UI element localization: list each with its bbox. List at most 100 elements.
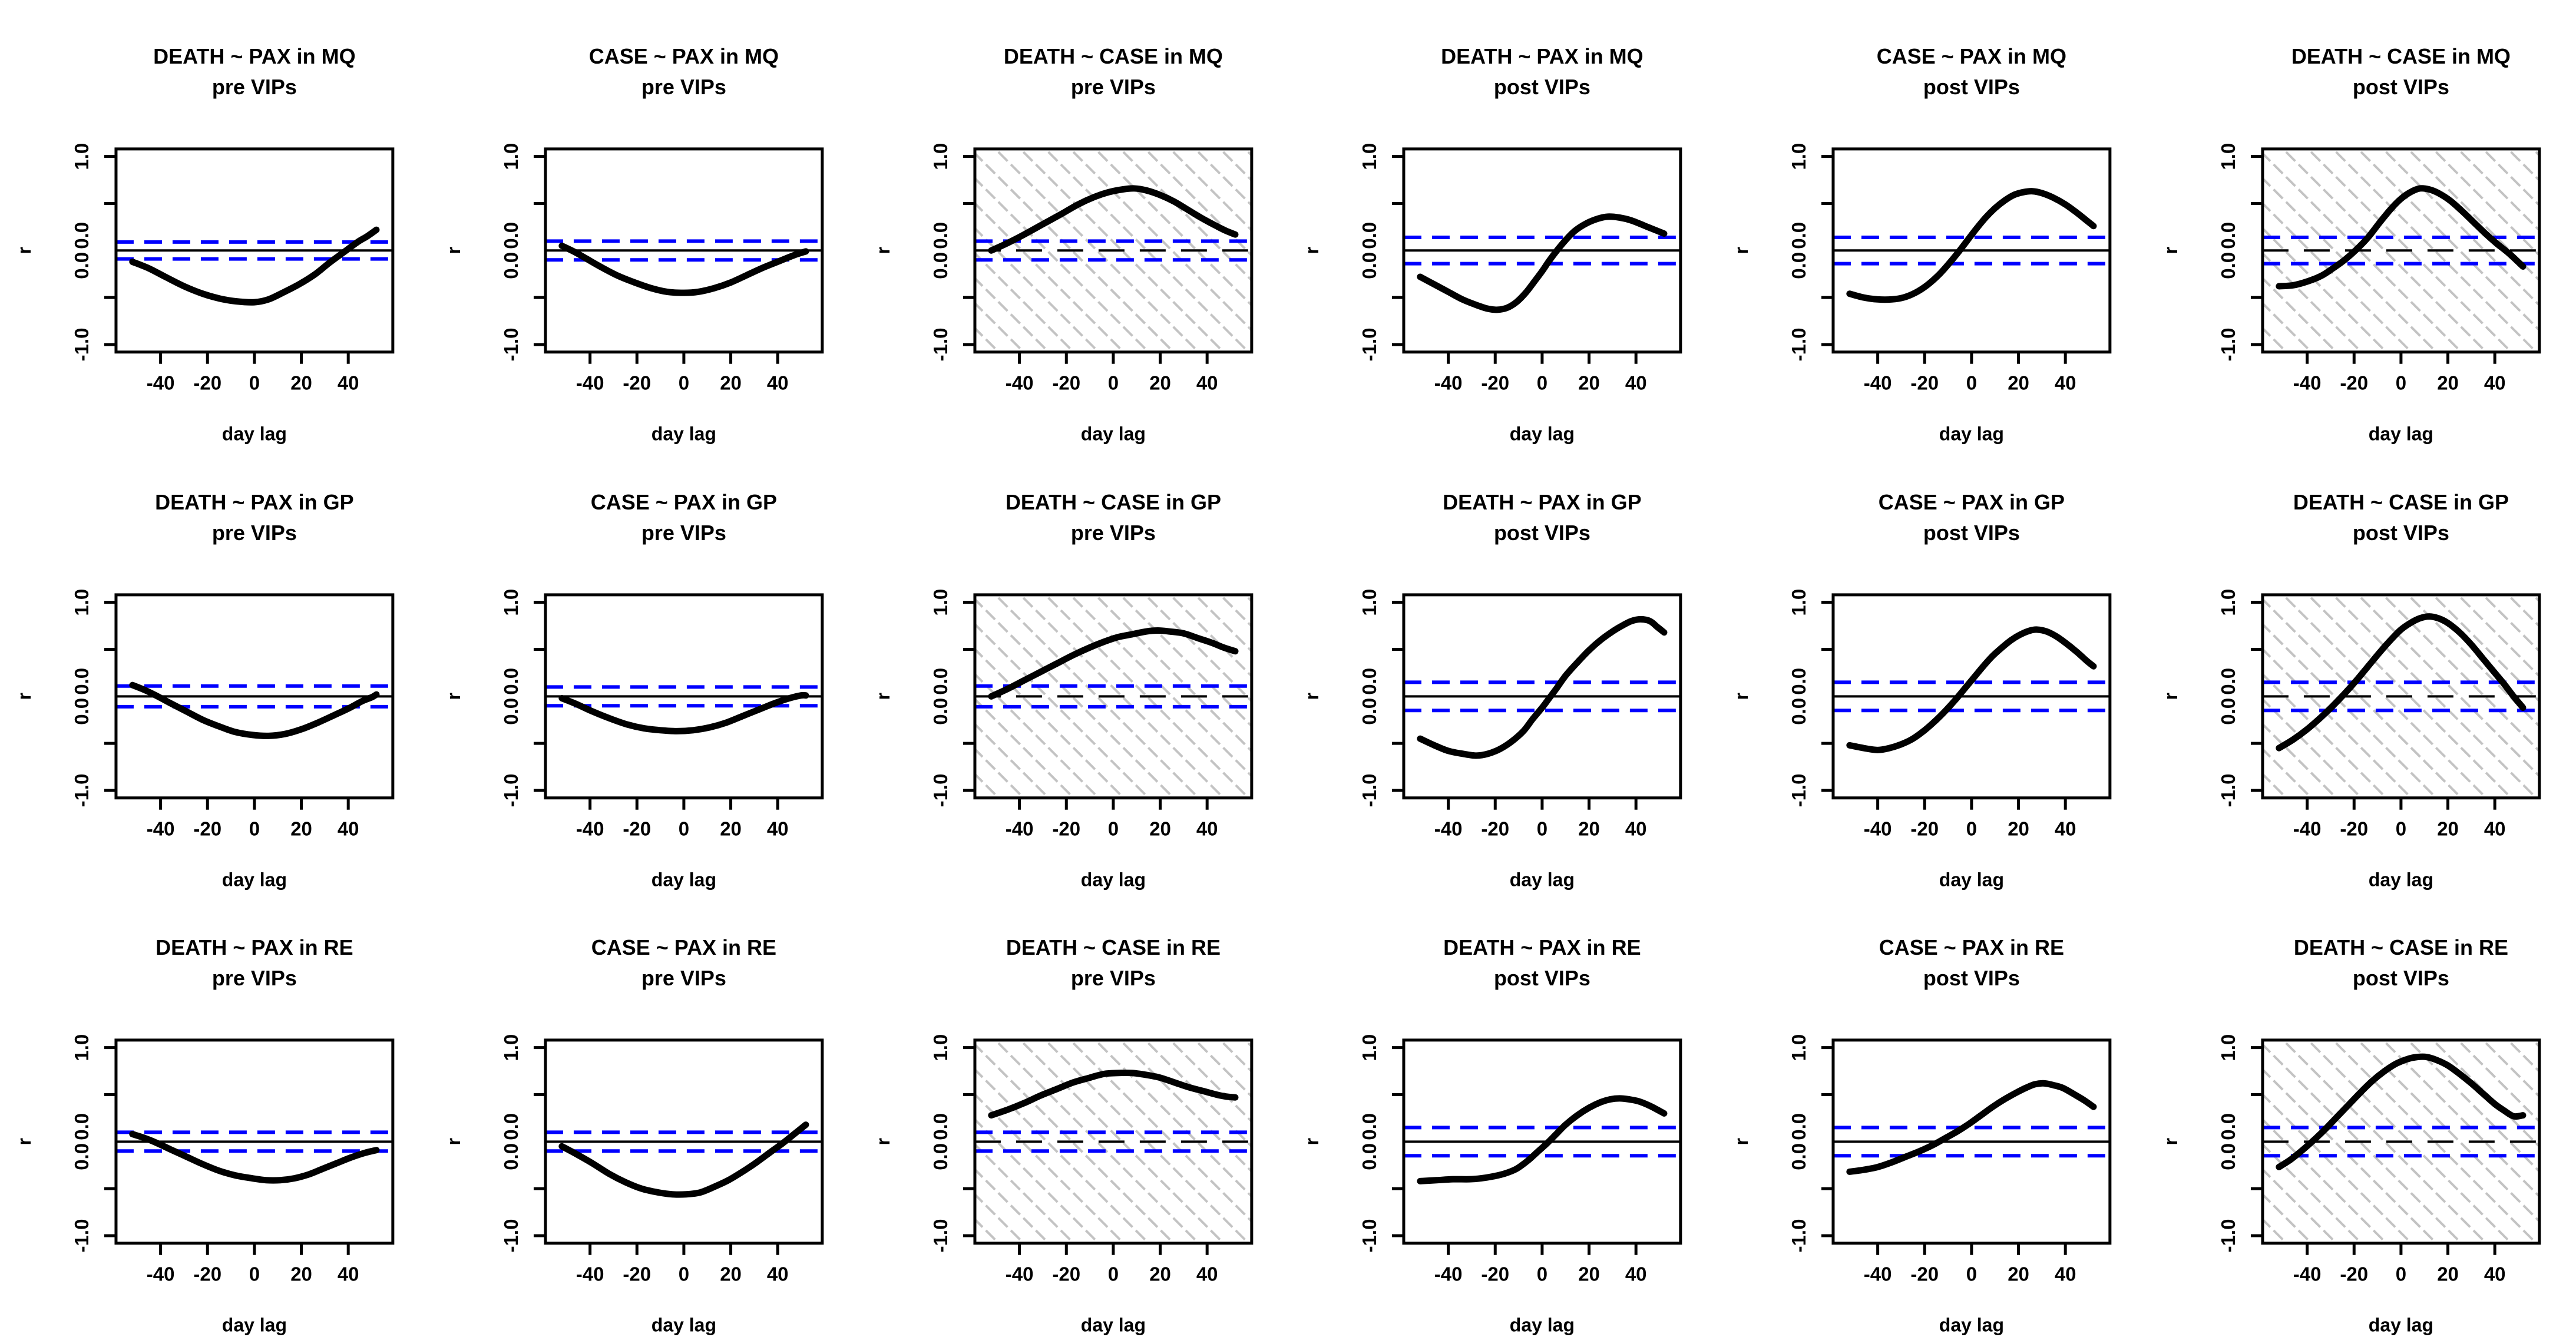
y-axis-tick-label: 0.0 <box>2217 252 2239 279</box>
panel-subtitle: pre VIPs <box>212 75 297 99</box>
correlation-curve <box>129 1131 380 1184</box>
y-axis-label: r <box>1301 247 1322 254</box>
x-axis-tick-label: 0 <box>1537 818 1547 839</box>
ccf-panel: -40 -20 0 20 40 1.0 0.0 0.0 -1.0 r day lag CASE ~ P… <box>429 446 859 892</box>
y-axis-tick-label: 0.0 <box>2217 222 2239 249</box>
ccf-panel: -40 -20 0 20 40 1.0 0.0 0.0 -1.0 r day lag DEATH ~ … <box>1288 0 1717 446</box>
ccf-panel: -40 -20 0 20 40 1.0 0.0 0.0 -1.0 r day lag DEATH ~ … <box>1288 446 1717 892</box>
x-axis-label: day lag <box>1080 869 1145 890</box>
x-axis-label: day lag <box>1939 423 2004 445</box>
x-axis-tick-label: 40 <box>767 818 789 839</box>
panel-subtitle: post VIPs <box>2353 521 2449 545</box>
panel-subtitle: post VIPs <box>1923 75 2020 99</box>
y-axis-label: r <box>2160 1138 2181 1145</box>
y-axis-tick-label: 0.0 <box>1788 698 1810 725</box>
y-axis-tick-label: -1.0 <box>2217 1219 2239 1253</box>
x-axis-tick-label: 0 <box>1966 372 1977 394</box>
x-axis-tick-label: 20 <box>1579 1263 1601 1285</box>
y-axis-label: r <box>2160 247 2181 254</box>
panel-title: DEATH ~ PAX in MQ <box>1441 44 1644 68</box>
x-axis-tick-label: -40 <box>1864 372 1892 394</box>
x-axis-label: day lag <box>652 869 716 890</box>
x-axis-tick-label: 20 <box>290 1263 312 1285</box>
panel-subtitle: post VIPs <box>1923 966 2020 990</box>
y-axis-tick-label: 0.0 <box>2217 1143 2239 1170</box>
ccf-panel-svg: -40 -20 0 20 40 1.0 0.0 0.0 -1.0 r day lag DEATH ~ … <box>2160 44 2541 445</box>
correlation-curve <box>987 185 1239 254</box>
y-axis-tick-label: -1.0 <box>1358 328 1380 362</box>
x-axis-tick-label: -20 <box>1911 818 1939 839</box>
panel-title: CASE ~ PAX in MQ <box>1877 44 2066 68</box>
y-axis-tick-label: 1.0 <box>71 588 92 615</box>
y-axis-label: r <box>1731 693 1752 700</box>
ccf-panel-svg: -40 -20 0 20 40 1.0 0.0 0.0 -1.0 r day lag DEATH ~ … <box>872 935 1253 1336</box>
y-axis-tick-label: 1.0 <box>1358 1034 1380 1061</box>
y-axis-tick-label: 1.0 <box>71 143 92 170</box>
plot-box <box>1831 1038 2112 1245</box>
ccf-panel: -40 -20 0 20 40 1.0 0.0 0.0 -1.0 r day lag DEATH ~ … <box>2147 0 2576 446</box>
x-axis-label: day lag <box>222 869 287 890</box>
x-axis-tick-label: -40 <box>1434 818 1463 839</box>
panel-subtitle: pre VIPs <box>641 521 726 545</box>
ccf-panel-svg: -40 -20 0 20 40 1.0 0.0 0.0 -1.0 r day lag DEATH ~ … <box>14 490 395 890</box>
y-axis-tick-label: 0.0 <box>1788 1113 1810 1140</box>
x-axis-tick-label: -20 <box>2340 1263 2369 1285</box>
panel-subtitle: post VIPs <box>2353 966 2449 990</box>
y-axis-tick-label: 0.0 <box>930 252 951 279</box>
y-axis-tick-label: -1.0 <box>930 1219 951 1253</box>
plot-box <box>1402 1038 1682 1245</box>
panel-title: CASE ~ PAX in RE <box>591 935 776 959</box>
x-axis-tick-label: 40 <box>2484 372 2506 394</box>
y-axis-label: r <box>14 247 35 254</box>
correlation-curve <box>987 627 1239 700</box>
x-axis-label: day lag <box>1080 423 1145 445</box>
x-axis-tick-label: -40 <box>576 1263 604 1285</box>
ccf-panel: -40 -20 0 20 40 1.0 0.0 0.0 -1.0 r day lag DEATH ~ … <box>859 446 1288 892</box>
panel-title: DEATH ~ CASE in GP <box>1006 490 1221 514</box>
x-axis-tick-label: 40 <box>338 818 359 839</box>
x-axis-tick-label: -40 <box>1434 372 1463 394</box>
y-axis-tick-label: -1.0 <box>500 773 522 807</box>
x-axis-tick-label: 0 <box>679 818 689 839</box>
y-axis-tick-label: 0.0 <box>500 668 522 695</box>
ccf-panel-svg: -40 -20 0 20 40 1.0 0.0 0.0 -1.0 r day lag CASE ~ P… <box>1731 44 2112 445</box>
x-axis-label: day lag <box>1510 1315 1575 1336</box>
x-axis-tick-label: -40 <box>1005 372 1033 394</box>
x-axis-tick-label: 40 <box>2055 1263 2076 1285</box>
x-axis-tick-label: -40 <box>147 818 175 839</box>
x-axis-tick-label: 20 <box>1579 818 1601 839</box>
ccf-panel: -40 -20 0 20 40 1.0 0.0 0.0 -1.0 r day lag CASE ~ P… <box>1717 891 2147 1337</box>
x-axis-tick-label: 20 <box>2008 372 2030 394</box>
x-axis-label: day lag <box>1510 869 1575 890</box>
plot-box <box>114 1038 395 1245</box>
y-axis-tick-label: 1.0 <box>71 1034 92 1061</box>
x-axis-tick-label: -40 <box>576 818 604 839</box>
x-axis-tick-label: -20 <box>2340 372 2369 394</box>
y-axis-tick-label: -1.0 <box>1788 1219 1810 1253</box>
x-axis-tick-label: -40 <box>147 1263 175 1285</box>
y-axis-tick-label: -1.0 <box>71 328 92 362</box>
x-axis-tick-label: -40 <box>147 372 175 394</box>
x-axis-tick-label: 40 <box>1196 818 1218 839</box>
ccf-panel-svg: -40 -20 0 20 40 1.0 0.0 0.0 -1.0 r day lag DEATH ~ … <box>1301 490 1682 890</box>
panel-subtitle: pre VIPs <box>212 521 297 545</box>
correlation-curve <box>2276 1053 2527 1171</box>
ccf-panel: -40 -20 0 20 40 1.0 0.0 0.0 -1.0 r day lag DEATH ~ … <box>859 891 1288 1337</box>
x-axis-tick-label: 20 <box>2437 1263 2459 1285</box>
correlation-curve <box>1417 1095 1668 1185</box>
y-axis-label: r <box>443 247 464 254</box>
x-axis-tick-label: 0 <box>1107 818 1118 839</box>
y-axis-label: r <box>1301 1138 1322 1145</box>
x-axis-tick-label: 40 <box>1625 372 1647 394</box>
panel-title: CASE ~ PAX in MQ <box>589 44 779 68</box>
panel-subtitle: pre VIPs <box>1071 966 1156 990</box>
panel-subtitle: pre VIPs <box>1071 521 1156 545</box>
y-axis-tick-label: -1.0 <box>71 773 92 807</box>
correlation-curve <box>558 1121 809 1198</box>
correlation-curve <box>129 226 380 306</box>
correlation-curve <box>2276 613 2527 752</box>
ccf-panel-svg: -40 -20 0 20 40 1.0 0.0 0.0 -1.0 r day lag CASE ~ P… <box>1731 935 2112 1336</box>
x-axis-tick-label: 40 <box>767 1263 789 1285</box>
y-axis-label: r <box>443 693 464 700</box>
y-axis-tick-label: 1.0 <box>1788 1034 1810 1061</box>
